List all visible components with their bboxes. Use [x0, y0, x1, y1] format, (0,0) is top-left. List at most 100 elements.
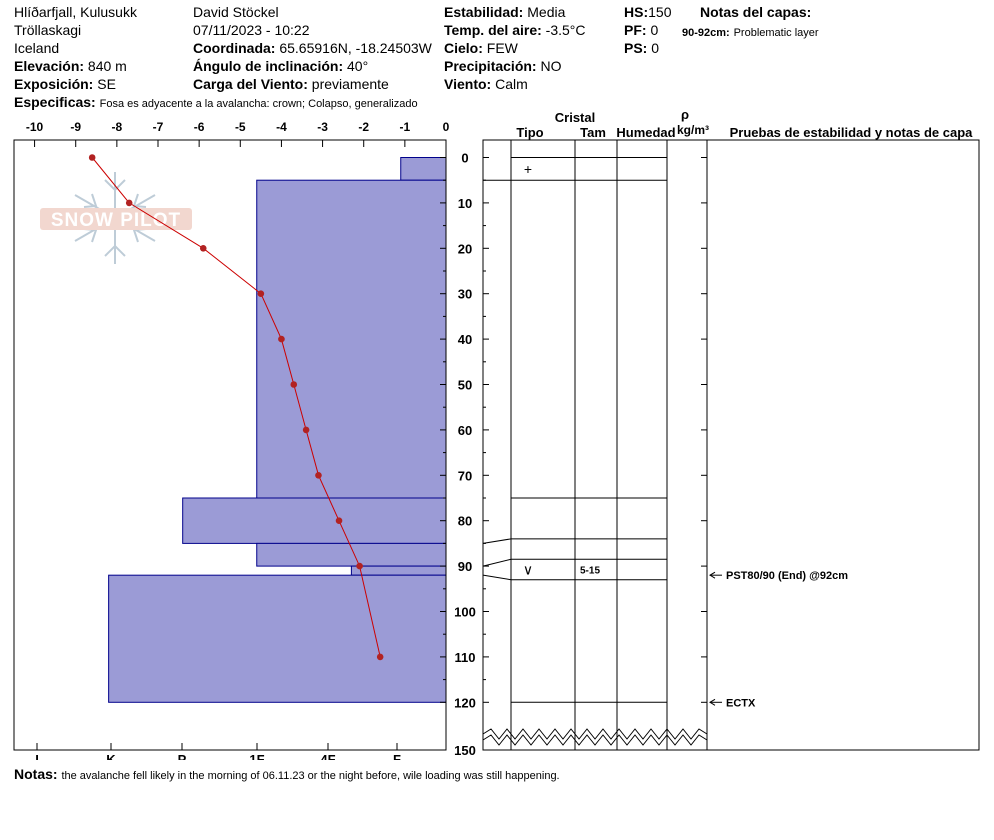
crystal-connector-1	[482, 538, 512, 544]
air-temp: Temp. del aire: -3.5°C	[444, 22, 586, 39]
layer-notes-title: Notas del capas:	[700, 4, 812, 20]
temperature-point-4	[278, 335, 285, 343]
crystal-connector-3	[482, 574, 512, 581]
wind-value: Calm	[495, 76, 528, 92]
slope-label: Ángulo de inclinación:	[193, 58, 344, 74]
hs-label: HS:	[624, 4, 649, 20]
slope-value: 40°	[347, 58, 369, 74]
hardness-tick-label-4: 4F	[320, 752, 335, 760]
country: Iceland	[14, 40, 60, 56]
hardness-layers	[108, 157, 447, 703]
elevation-label: Elevación:	[14, 58, 85, 74]
temperature-point-0	[88, 154, 96, 161]
temp-tick-label-10: 0	[443, 120, 450, 134]
snow-profile-chart: SNOW PILOT -10 -9 -8 -7 -6 -5 -4 -3 -2 -1 0 I K P 1F 4…	[13, 107, 980, 760]
temperature-point-6	[302, 426, 310, 434]
hardness-layer-0	[400, 157, 447, 181]
temperature-point-8	[335, 517, 343, 524]
aspect-value: SE	[97, 76, 116, 92]
hs-value: 150	[648, 4, 672, 20]
depth-tick-label-6: 60	[458, 423, 472, 438]
temperature-point-2	[199, 245, 207, 252]
temperature-profile	[88, 154, 384, 661]
precip-value: NO	[540, 58, 562, 74]
ps-label: PS:	[624, 40, 648, 56]
layer-note: 90-92cm: Problematic layer	[682, 23, 819, 42]
pf: PF: 0	[624, 22, 658, 39]
stability: Estabilidad: Media	[444, 4, 565, 21]
temp-tick-label-8: -2	[358, 120, 369, 134]
stability-label: Estabilidad:	[444, 4, 524, 20]
depth-tick-label-12: 120	[454, 695, 476, 710]
ps-value: 0	[651, 40, 660, 56]
location: Hlíðarfjall, Kulusukk	[14, 4, 137, 20]
crystal-type-0: +	[524, 161, 532, 177]
pf-label: PF:	[624, 22, 647, 38]
humidity-header: Humedad	[616, 125, 675, 140]
notes: Notas: the avalanche fell likely in the …	[14, 766, 560, 782]
test-label-0: PST80/90 (End) @92cm	[726, 570, 848, 582]
depth-tick-label-11: 110	[455, 650, 476, 665]
depth-tick-label-9: 90	[458, 559, 472, 574]
precipitation: Precipitación: NO	[444, 58, 561, 75]
hardness-tick-label-5: F	[393, 752, 401, 760]
temp-tick-label-6: -4	[276, 120, 287, 134]
layer-note-depth: 90-92cm:	[682, 27, 730, 39]
specifics-label: Especificas:	[14, 94, 96, 110]
tests-header: Pruebas de estabilidad y notas de capa	[730, 125, 974, 140]
temp-tick-label-2: -8	[112, 120, 123, 134]
crystal-type-1: ∨	[523, 562, 533, 578]
depth-tick-label-8: 80	[458, 514, 472, 529]
temp-tick-label-0: -10	[26, 120, 44, 134]
layer-note-text: Problematic layer	[733, 27, 819, 39]
hardness-axis: I K P 1F 4F F	[35, 743, 401, 760]
hardness-tick-label-0: I	[35, 752, 39, 760]
test-arrow-head-1	[709, 698, 716, 706]
aspect-label: Exposición:	[14, 76, 94, 92]
hardness-tick-label-2: P	[178, 752, 187, 760]
coordinates: Coordinada: 65.65916N, -18.24503W	[193, 40, 432, 57]
density-unit-header: kg/m³	[677, 123, 709, 137]
air-temp-value: -3.5°C	[545, 22, 586, 38]
depth-tick-label-4: 40	[458, 332, 472, 347]
size-header: Tam	[580, 125, 606, 140]
temp-tick-label-7: -3	[317, 120, 328, 134]
pf-value: 0	[650, 22, 659, 38]
temp-tick-label-4: -6	[194, 120, 205, 134]
temperature-point-1	[125, 199, 133, 207]
temperature-axis: -10 -9 -8 -7 -6 -5 -4 -3 -2 -1 0	[26, 120, 450, 147]
hardness-layer-5	[108, 574, 447, 703]
profile-frame	[13, 139, 447, 751]
wind-load-label: Carga del Viento:	[193, 76, 308, 92]
temp-tick-label-3: -7	[153, 120, 164, 134]
depth-tick-label-13: 150	[454, 743, 476, 758]
temp-tick-label-1: -9	[70, 120, 81, 134]
hardness-tick-label-3: 1F	[249, 752, 264, 760]
depth-tick-label-5: 50	[458, 378, 472, 393]
specifics: Especificas: Fosa es adyacente a la aval…	[14, 94, 418, 113]
crystal-table: Cristal Tipo Tam Humedad ρ kg/m³ Pruebas…	[482, 107, 980, 751]
hardness-layer-2	[182, 497, 447, 544]
hs: HS:150	[624, 4, 671, 21]
crystal-header: Cristal	[555, 110, 595, 125]
hardness-layer-1	[256, 179, 447, 499]
notes-text: the avalanche fell likely in the morning…	[61, 770, 560, 782]
depth-tick-label-10: 100	[454, 605, 476, 620]
ps: PS: 0	[624, 40, 659, 57]
datetime: 07/11/2023 - 10:22	[193, 22, 310, 38]
depth-tick-label-2: 20	[458, 241, 472, 256]
table-frame	[482, 139, 980, 751]
hardness-layer-4	[350, 565, 447, 576]
depth-tick-label-3: 30	[458, 287, 472, 302]
temperature-point-7	[315, 472, 322, 479]
depth-tick-label-7: 70	[458, 468, 472, 483]
break-zigzag-bottom	[482, 734, 708, 746]
test-label-1: ECTX	[726, 697, 756, 709]
temp-tick-label-9: -1	[400, 120, 411, 134]
type-header: Tipo	[516, 125, 543, 140]
observer: David Stöckel	[193, 4, 279, 20]
slope-angle: Ángulo de inclinación: 40°	[193, 58, 368, 75]
wind-load-value: previamente	[311, 76, 389, 92]
specifics-value: Fosa es adyacente a la avalancha: crown;…	[99, 98, 418, 110]
elevation-value: 840 m	[87, 58, 127, 74]
